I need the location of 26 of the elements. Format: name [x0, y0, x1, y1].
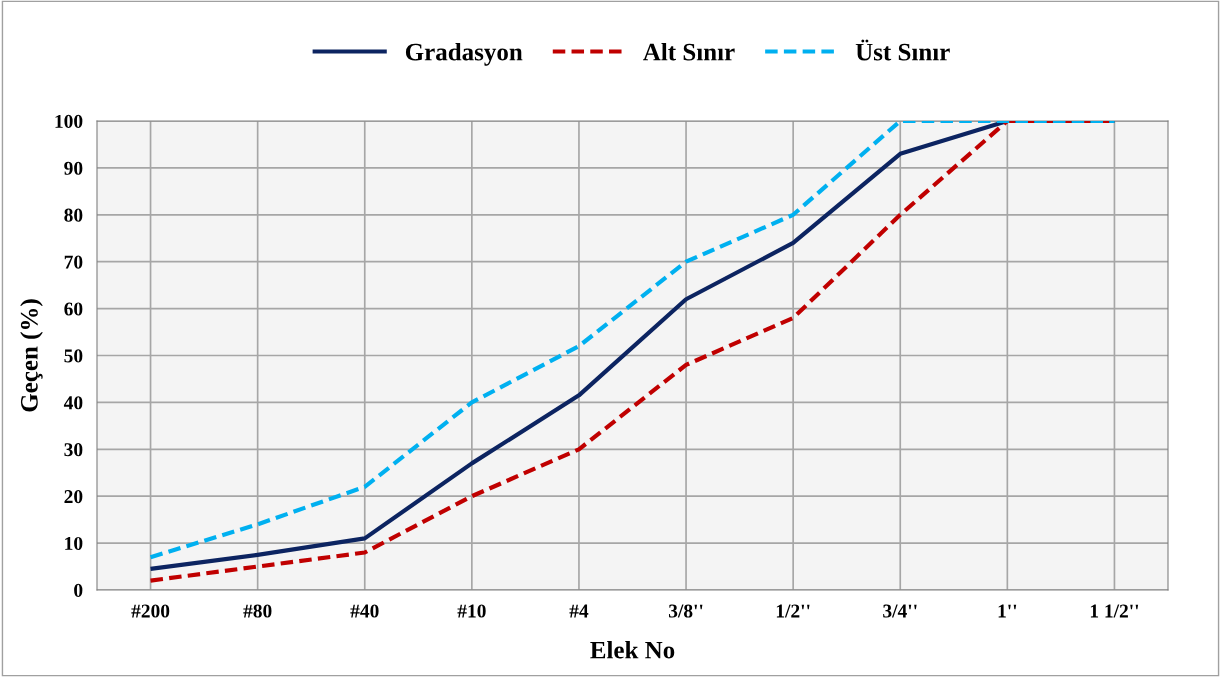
y-tick-label: 0	[74, 583, 83, 597]
legend-label: Alt Sınır	[643, 42, 735, 61]
x-tick-label: #40	[350, 604, 379, 618]
x-axis-title: Elek No	[590, 640, 675, 659]
x-tick-label: 1''	[998, 604, 1017, 618]
x-tick-label: #10	[457, 604, 486, 618]
y-tick-label: 10	[65, 536, 83, 551]
x-tick-label: #80	[243, 604, 272, 618]
y-tick-label: 50	[64, 349, 83, 363]
y-tick-label: 70	[64, 255, 83, 269]
x-tick-label: 3/8''	[668, 604, 703, 618]
y-tick-label: 40	[63, 396, 83, 410]
y-tick-label: 30	[64, 443, 83, 457]
y-tick-label: 20	[64, 490, 83, 504]
x-tick-label: 1 1/2''	[1090, 604, 1139, 618]
y-tick-label: 80	[64, 208, 83, 222]
x-tick-label: 1/2''	[776, 604, 810, 618]
legend-label: Gradasyon	[405, 42, 523, 66]
x-tick-label: #200	[131, 604, 170, 618]
y-tick-label: 60	[64, 302, 83, 316]
x-tick-label: 3/4''	[883, 604, 917, 618]
y-axis-title: Geçen (%)	[20, 299, 43, 412]
x-tick-label: #4	[569, 604, 589, 618]
legend-label: Üst Sınır	[855, 39, 950, 61]
y-tick-label: 100	[55, 114, 83, 128]
y-tick-label: 90	[64, 161, 83, 175]
